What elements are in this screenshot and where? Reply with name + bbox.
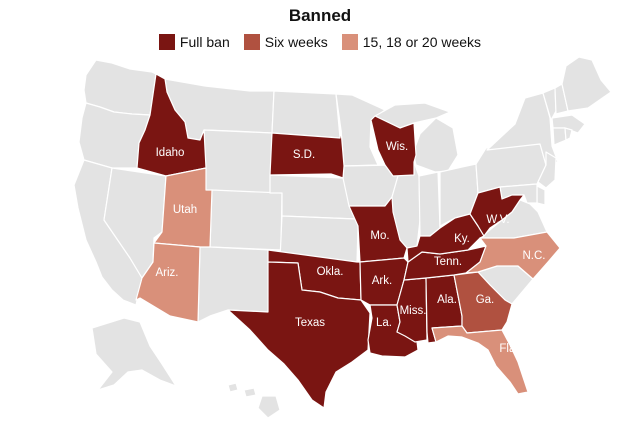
state-west-virginia <box>469 186 525 237</box>
state-idaho <box>136 73 207 177</box>
label-idaho: Idaho <box>156 147 185 159</box>
label-wisconsin: Wis. <box>386 141 408 153</box>
legend-label-15-20-weeks: 15, 18 or 20 weeks <box>362 34 482 50</box>
state-colorado <box>209 189 283 251</box>
label-mississippi: Miss. <box>400 305 427 317</box>
legend-swatch-15-20-weeks <box>341 34 358 50</box>
legend-item-15-20-weeks: 15, 18 or 20 weeks <box>341 34 482 50</box>
state-maine <box>561 56 612 112</box>
label-alabama: Ala. <box>437 294 457 306</box>
label-georgia: Ga. <box>476 294 495 306</box>
state-hawaii-3 <box>257 395 281 419</box>
label-north-carolina: N.C. <box>523 250 546 262</box>
label-tennessee: Tenn. <box>434 256 462 268</box>
label-utah: Utah <box>173 204 197 216</box>
legend-item-six-weeks: Six weeks <box>243 34 328 50</box>
label-oklahoma: Okla. <box>317 266 344 278</box>
state-arizona <box>135 242 201 323</box>
state-north-carolina <box>465 231 561 280</box>
highlighted-states <box>135 73 561 409</box>
state-north-dakota <box>271 90 341 139</box>
state-labels: Idaho S.D. Wis. Utah Mo. Ky. W.V. Ariz. … <box>156 141 546 355</box>
legend-label-full-ban: Full ban <box>179 34 230 50</box>
label-florida: Fla. <box>499 343 518 355</box>
state-hawaii-2 <box>243 387 257 398</box>
state-connecticut <box>552 127 567 146</box>
legend-swatch-full-ban <box>158 34 175 50</box>
legend: Full ban Six weeks 15, 18 or 20 weeks <box>0 34 640 50</box>
label-arizona: Ariz. <box>156 267 179 279</box>
state-utah <box>153 167 213 248</box>
state-missouri <box>348 196 408 263</box>
label-missouri: Mo. <box>370 230 389 242</box>
state-south-dakota <box>269 129 345 179</box>
other-states <box>73 56 612 419</box>
label-texas: Texas <box>295 317 325 329</box>
label-west-virginia: W.V. <box>486 214 509 226</box>
label-louisiana: La. <box>376 317 392 329</box>
legend-swatch-six-weeks <box>243 34 260 50</box>
state-nebraska <box>269 174 357 220</box>
state-wisconsin <box>370 115 417 177</box>
label-kentucky: Ky. <box>454 233 470 245</box>
state-texas <box>227 261 371 409</box>
state-georgia <box>453 271 513 334</box>
state-hawaii-1 <box>227 382 239 393</box>
state-wyoming <box>203 129 273 194</box>
state-new-jersey <box>537 151 557 189</box>
map-title: Banned <box>288 6 352 25</box>
state-rhode-island <box>564 127 573 141</box>
state-indiana <box>418 171 441 237</box>
state-alaska <box>91 317 177 391</box>
label-south-dakota: S.D. <box>293 149 315 161</box>
legend-item-full-ban: Full ban <box>158 34 230 50</box>
state-florida <box>431 325 529 395</box>
state-michigan-lower <box>412 117 459 173</box>
legend-label-six-weeks: Six weeks <box>264 34 328 50</box>
label-arkansas: Ark. <box>372 275 392 287</box>
state-delaware <box>536 185 546 206</box>
